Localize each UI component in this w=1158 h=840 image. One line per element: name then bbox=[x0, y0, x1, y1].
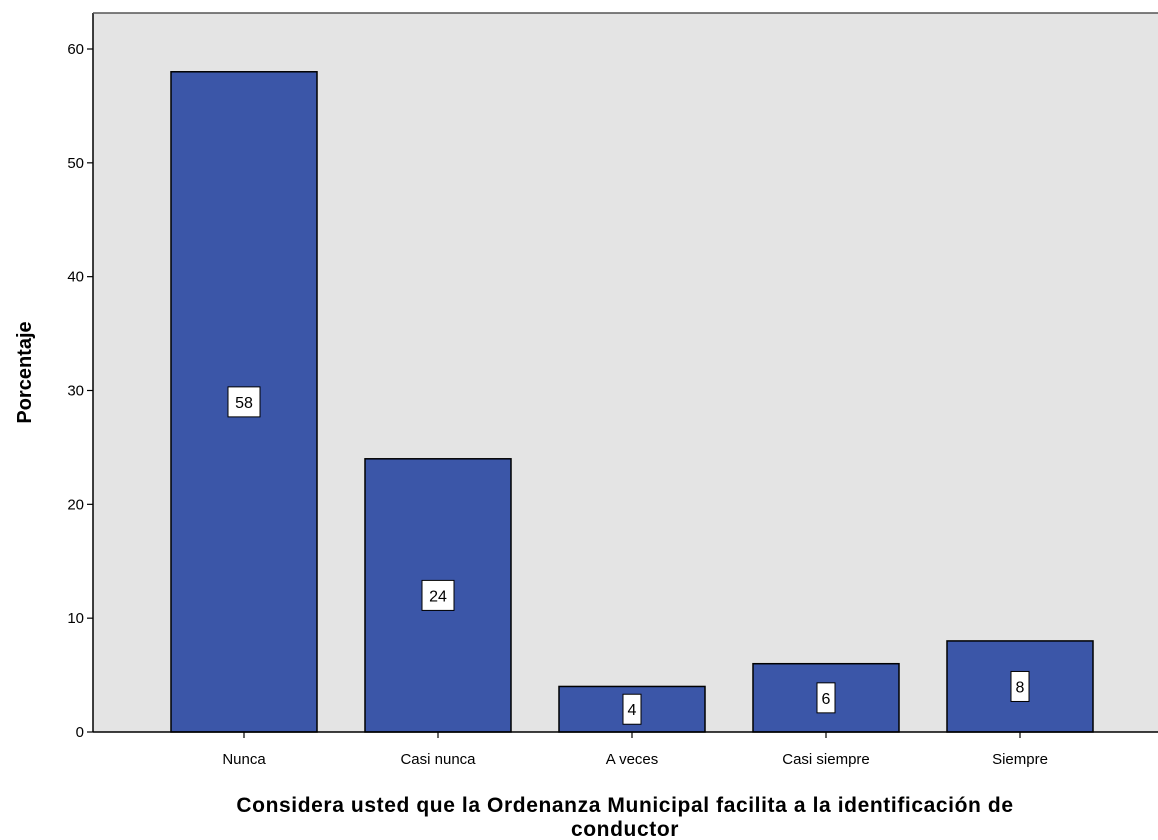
x-axis-title-line-2: conductor bbox=[571, 818, 679, 840]
data-labels-layer: 58 24 4 6 8 bbox=[227, 386, 1030, 725]
y-tick-label: 40 bbox=[67, 269, 84, 286]
data-label: 24 bbox=[429, 588, 447, 605]
x-category-label: Casi siempre bbox=[782, 751, 870, 768]
y-tick-label: 10 bbox=[67, 610, 84, 627]
x-ticks-layer: Nunca Casi nunca A veces Casi siempre Siempr… bbox=[222, 732, 1048, 768]
y-tick-label: 30 bbox=[67, 383, 84, 400]
data-label: 8 bbox=[1016, 679, 1025, 696]
y-ticks-layer: 0 10 20 30 40 50 60 bbox=[67, 41, 93, 741]
y-tick-label: 60 bbox=[67, 41, 84, 58]
data-label: 58 bbox=[235, 395, 253, 412]
x-category-label: Siempre bbox=[992, 751, 1048, 768]
y-axis-title: Porcentaje bbox=[14, 321, 36, 423]
data-label: 4 bbox=[628, 702, 637, 719]
data-label-box bbox=[1010, 670, 1030, 702]
data-label-box bbox=[622, 693, 642, 725]
data-label: 6 bbox=[822, 691, 831, 708]
x-category-label: A veces bbox=[606, 751, 659, 768]
x-category-label: Nunca bbox=[222, 751, 266, 768]
data-label-box bbox=[421, 579, 455, 611]
x-category-label: Casi nunca bbox=[400, 751, 476, 768]
data-label-box bbox=[816, 682, 836, 714]
y-tick-label: 20 bbox=[67, 496, 84, 513]
axes-layer bbox=[92, 12, 1158, 733]
data-label-box bbox=[227, 386, 261, 418]
x-axis-title-line-1: Considera usted que la Ordenanza Municip… bbox=[236, 794, 1013, 817]
y-tick-label: 50 bbox=[67, 155, 84, 172]
y-tick-label: 0 bbox=[76, 724, 84, 741]
